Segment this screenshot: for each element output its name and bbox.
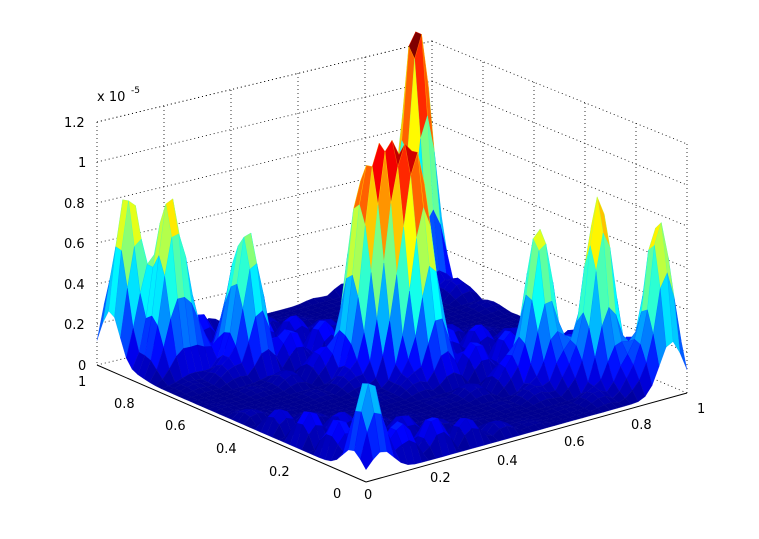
z-tick-label: 0.8 xyxy=(64,197,85,212)
surface-mesh xyxy=(96,31,688,470)
z-tick-label: 0.4 xyxy=(64,278,85,293)
z-tick-label: 0.6 xyxy=(64,237,85,252)
x-tick-label: 0.6 xyxy=(564,435,585,450)
z-multiplier-exponent: -5 xyxy=(131,86,140,96)
y-tick-label: 1 xyxy=(78,375,86,390)
y-tick-label: 0.8 xyxy=(114,397,135,412)
x-tick-label: 0.8 xyxy=(631,418,652,433)
axes-lines xyxy=(96,364,688,483)
x-tick-label: 0.4 xyxy=(497,454,518,469)
y-tick-label: 0 xyxy=(333,487,341,502)
z-tick-label: 0 xyxy=(78,359,86,374)
surface-cell xyxy=(360,432,374,470)
y-tick-label: 0.4 xyxy=(216,442,237,457)
z-tick-label: 1.2 xyxy=(64,116,85,131)
y-tick-label: 0.2 xyxy=(269,465,290,480)
z-multiplier-label: x 10 xyxy=(97,90,125,105)
z-tick-label: 0.2 xyxy=(64,318,85,333)
x-tick-label: 0.2 xyxy=(430,471,451,486)
x-tick-label: 0 xyxy=(364,488,372,503)
y-tick-label: 0.6 xyxy=(165,419,186,434)
axis-ticks: 0 0.2 0.4 0.6 0.8 1 1.2 x 10 -5 1 0.8 0.… xyxy=(64,86,705,503)
x-tick-label: 1 xyxy=(697,402,705,417)
z-tick-label: 1 xyxy=(78,156,86,171)
